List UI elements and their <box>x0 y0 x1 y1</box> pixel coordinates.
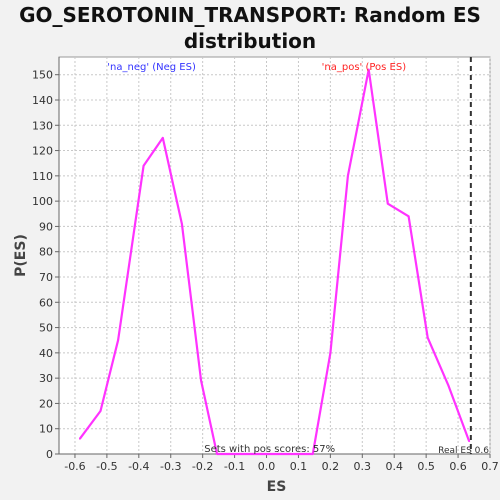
y-tick-label: 130 <box>32 119 53 132</box>
real-es-annotation: Real ES 0.6 <box>438 446 489 456</box>
y-tick-label: 110 <box>32 170 53 183</box>
y-tick-label: 10 <box>39 423 53 436</box>
y-tick-label: 30 <box>39 372 53 385</box>
data-point <box>161 137 164 139</box>
data-point <box>426 336 429 339</box>
x-tick-label: 0.1 <box>290 460 308 473</box>
x-tick-label: 0.7 <box>481 460 499 473</box>
data-point <box>265 453 268 455</box>
y-tick-label: 80 <box>39 246 53 259</box>
chart-title: GO_SEROTONIN_TRANSPORT: Random ES distri… <box>19 3 481 53</box>
x-tick-label: -0.3 <box>160 460 181 473</box>
series-lines <box>78 68 471 456</box>
x-tick-label: -0.6 <box>64 460 85 473</box>
data-point <box>407 215 410 218</box>
y-tick-label: 0 <box>46 448 53 461</box>
x-tick-label: 0.2 <box>322 460 340 473</box>
data-point <box>142 164 145 167</box>
data-point <box>249 453 252 455</box>
tick-labels: 0 10 20 30 40 50 60 70 80 90 100 110 120 130 140 150 -0.… <box>32 69 499 473</box>
y-tick-label: 40 <box>39 347 53 360</box>
data-point <box>297 453 300 455</box>
x-tick-label: -0.2 <box>192 460 213 473</box>
pos-es-legend-label: 'na_pos' (Pos ES) <box>322 62 407 73</box>
data-point <box>312 453 314 455</box>
data-point <box>347 175 349 177</box>
x-tick-label: -0.1 <box>224 460 245 473</box>
x-tick-label: 0.3 <box>354 460 372 473</box>
data-point <box>387 202 389 205</box>
data-point <box>367 68 370 71</box>
y-tick-label: 150 <box>32 69 53 82</box>
data-point <box>216 453 218 455</box>
x-tick-label: -0.4 <box>128 460 149 473</box>
x-axis-title: ES <box>267 479 287 495</box>
y-tick-label: 140 <box>32 94 53 107</box>
x-tick-label: -0.5 <box>96 460 117 473</box>
data-point <box>281 453 284 455</box>
data-point <box>233 453 236 455</box>
pos-fraction-annotation: Sets with pos scores: 57% <box>204 444 335 455</box>
y-tick-label: 100 <box>32 195 53 208</box>
data-point <box>468 440 471 443</box>
y-tick-label: 90 <box>39 220 53 233</box>
data-point <box>99 410 102 412</box>
data-point <box>200 379 202 382</box>
data-point <box>78 438 81 440</box>
x-tick-label: 0.6 <box>449 460 467 473</box>
y-tick-label: 60 <box>39 296 53 309</box>
data-point <box>447 384 450 387</box>
data-point <box>329 352 332 354</box>
x-tick-label: 0.4 <box>385 460 403 473</box>
y-tick-label: 20 <box>39 397 53 410</box>
x-tick-label: 0.5 <box>417 460 435 473</box>
series-line <box>78 68 471 456</box>
data-point <box>181 223 183 225</box>
neg-es-legend-label: 'na_neg' (Neg ES) <box>107 62 196 73</box>
plot-area <box>58 56 491 455</box>
y-tick-label: 50 <box>39 322 53 335</box>
y-tick-label: 120 <box>32 145 53 158</box>
y-tick-label: 70 <box>39 271 53 284</box>
data-point <box>117 339 119 342</box>
y-axis-title: P(ES) <box>13 234 29 277</box>
x-tick-label: 0.0 <box>258 460 276 473</box>
